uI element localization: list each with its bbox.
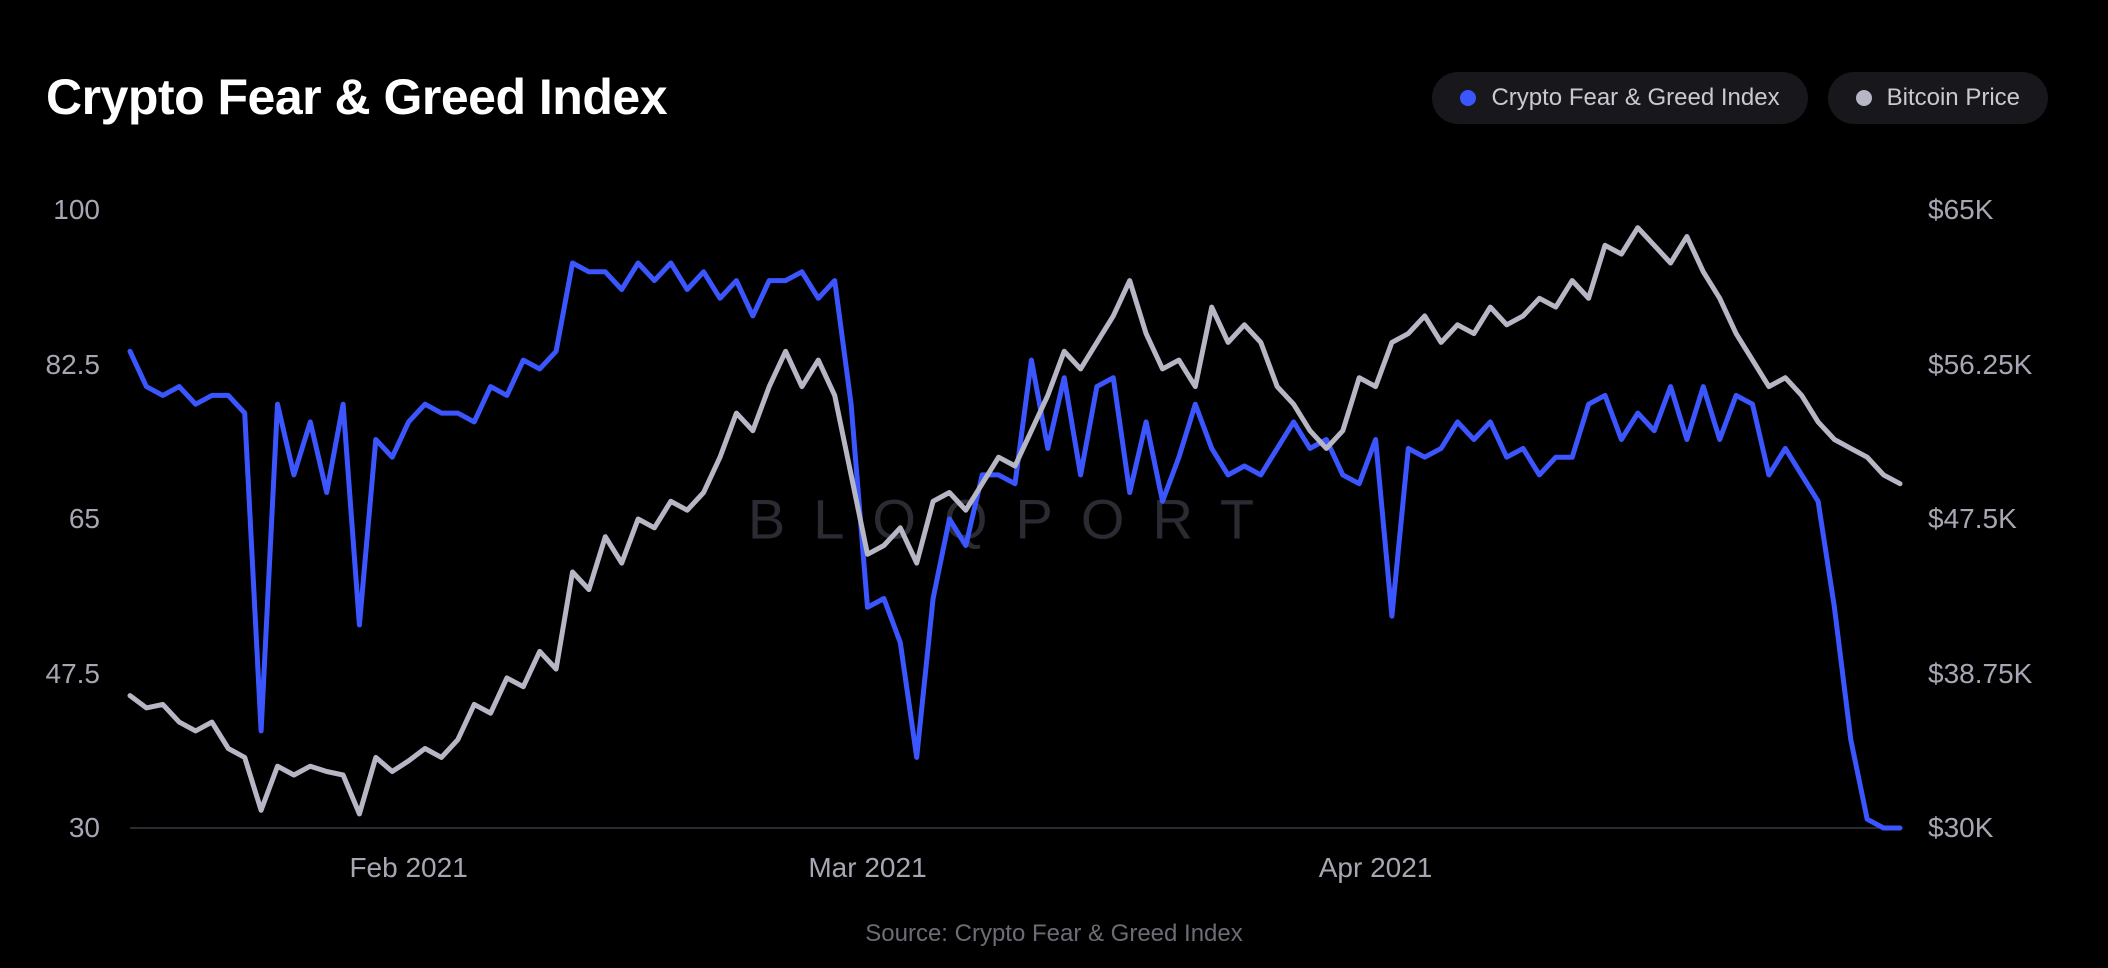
series-fear_greed <box>130 263 1900 828</box>
chart-container: Crypto Fear & Greed Index Crypto Fear & … <box>0 0 2108 968</box>
chart-svg <box>0 0 2108 968</box>
series-btc_price <box>130 228 1900 814</box>
source-caption: Source: Crypto Fear & Greed Index <box>865 920 1243 948</box>
